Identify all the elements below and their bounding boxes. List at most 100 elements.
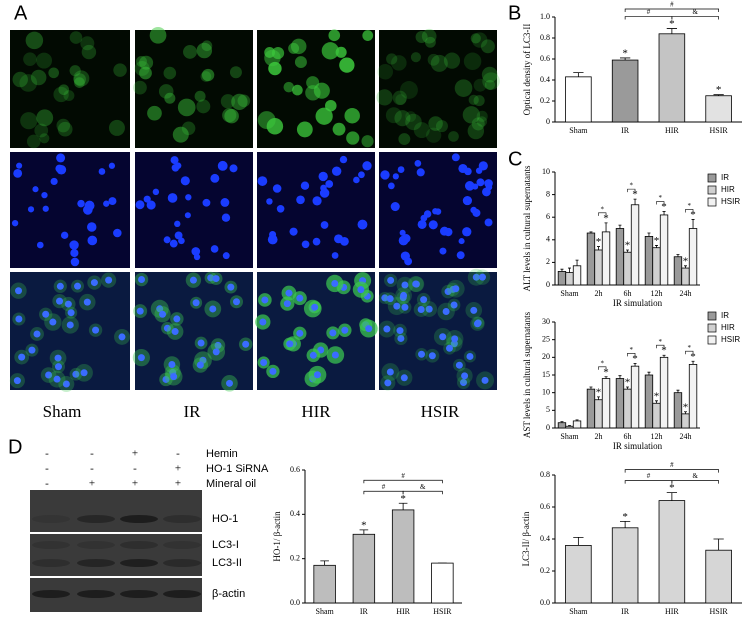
error-bar (683, 411, 688, 414)
bracket-label: & (693, 472, 699, 480)
nucleus (439, 247, 447, 255)
nucleus (137, 354, 145, 362)
cell (183, 44, 197, 59)
nucleus (397, 334, 405, 342)
nucleus (156, 305, 164, 313)
nucleus (400, 291, 408, 299)
cell (481, 39, 495, 54)
nucleus (16, 162, 23, 169)
treatment-sign: - (45, 463, 49, 475)
nucleus (27, 206, 35, 213)
nucleus (62, 380, 70, 388)
cell (463, 52, 482, 71)
nucleus (49, 318, 57, 326)
bar (313, 564, 336, 604)
treatment-sign: + (89, 478, 95, 490)
cell (220, 94, 236, 109)
y-tick-label: 5 (546, 405, 550, 414)
nucleus (227, 283, 235, 291)
significance-marker: * (661, 201, 667, 213)
nucleus (472, 273, 480, 281)
nucleus (42, 310, 50, 318)
cell (80, 36, 95, 51)
cell (482, 72, 500, 90)
y-tick-label: 0.0 (540, 598, 550, 607)
error-bar (625, 386, 630, 390)
nucleus (53, 375, 61, 383)
error-bar (596, 396, 601, 400)
nucleus (197, 339, 205, 347)
bracket-label: * (659, 338, 663, 346)
nucleus (174, 220, 181, 228)
nucleus (56, 153, 66, 163)
error-bar (633, 198, 637, 205)
band (120, 559, 158, 567)
nucleus (383, 325, 391, 333)
legend-swatch (707, 311, 717, 321)
nucleus (108, 162, 116, 169)
y-tick-label: 25 (542, 334, 550, 343)
nucleus (390, 201, 400, 212)
x-tick-label: 6h (624, 289, 632, 298)
bracket (656, 344, 665, 349)
cell (108, 119, 125, 136)
nucleus (445, 344, 453, 352)
nucleus (207, 274, 215, 282)
legend-label: IR (721, 311, 729, 320)
band (77, 541, 115, 549)
x-tick-label: 6h (624, 432, 632, 441)
cell (448, 131, 459, 142)
cell (134, 60, 150, 76)
bar (652, 402, 661, 429)
cell (12, 71, 28, 88)
band (77, 515, 115, 523)
cell (410, 52, 421, 63)
cell (346, 131, 360, 145)
bar (705, 95, 732, 123)
blot-strip (30, 534, 202, 576)
nucleus (301, 240, 310, 249)
significance-marker: * (361, 519, 367, 531)
legend-label: IR (721, 173, 729, 182)
nucleus (444, 288, 452, 296)
image-label: Sham (43, 402, 82, 421)
nucleus (87, 235, 98, 246)
cell (39, 133, 50, 144)
nucleus (45, 371, 53, 379)
nucleus (196, 361, 204, 369)
nucleus (260, 358, 268, 366)
nucleus (184, 212, 191, 219)
x-axis-label: IR simulation (613, 441, 663, 451)
nucleus (473, 320, 481, 328)
error-bar (320, 560, 329, 566)
error-bar (359, 529, 369, 535)
cell (332, 122, 346, 136)
significance-marker: * (400, 493, 406, 505)
nucleus (170, 156, 179, 165)
cell (296, 121, 313, 138)
nucleus (296, 195, 305, 205)
nucleus (66, 321, 74, 329)
nucleus (276, 204, 285, 213)
x-tick-label: IR (360, 607, 369, 616)
nucleus (329, 329, 337, 337)
bracket (402, 490, 443, 495)
nucleus (169, 239, 178, 248)
nucleus (170, 373, 178, 381)
cell (222, 108, 237, 123)
x-tick-label: 2h (595, 289, 603, 298)
nucleus (159, 310, 167, 318)
band (163, 559, 201, 567)
nucleus (92, 326, 100, 334)
x-tick-label: IR (621, 126, 630, 135)
cell (392, 90, 407, 105)
nucleus (476, 178, 485, 187)
bracket-label: * (601, 359, 605, 367)
bracket (624, 469, 719, 473)
nucleus (283, 300, 291, 308)
cell (362, 30, 374, 41)
cell (57, 121, 73, 137)
legend-label: HSIR (721, 197, 740, 206)
nucleus (67, 309, 75, 317)
bracket-label: & (693, 8, 699, 16)
